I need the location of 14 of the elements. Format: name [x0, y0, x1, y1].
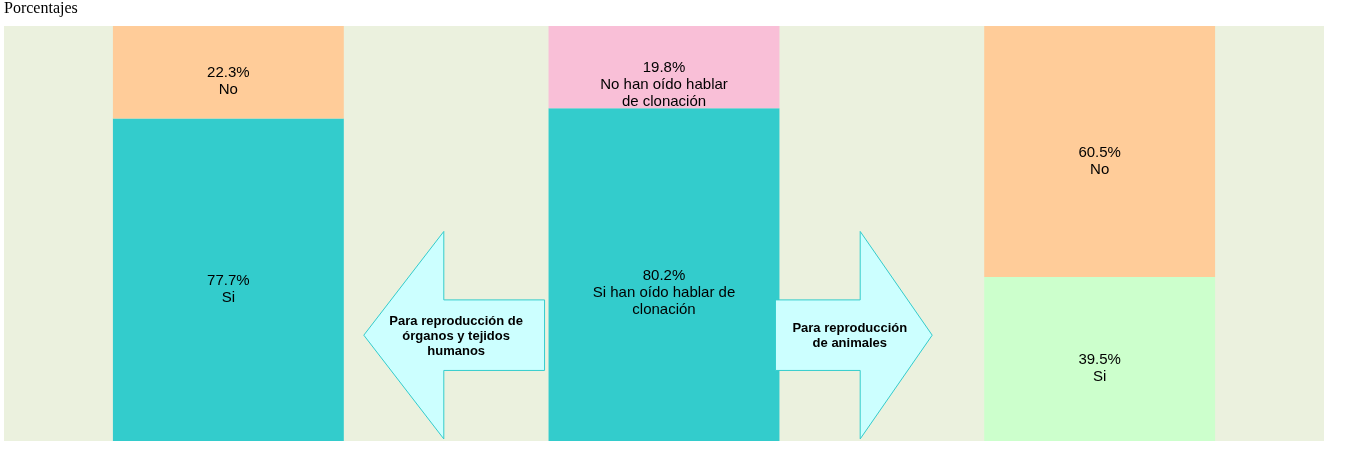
data-label: 19.8% No han oído hablar de clonación — [600, 58, 728, 110]
bar — [112, 26, 344, 119]
bar — [984, 277, 1216, 441]
annotation: Para reproducción de órganos y tejidos humanos — [388, 311, 524, 360]
bar — [548, 26, 780, 109]
data-label: 22.3% No — [207, 63, 250, 98]
data-label: 80.2% Si han oído hablar de clonación — [592, 265, 736, 317]
data-label: 60.5% No — [1078, 142, 1121, 177]
annotation: Para reproducción de animales — [791, 319, 909, 353]
data-label: 39.5% Si — [1078, 350, 1121, 385]
bar — [112, 118, 344, 441]
chart-title: Porcentajes — [4, 0, 78, 17]
data-label: 77.7% Si — [207, 270, 250, 305]
bar — [984, 26, 1216, 278]
